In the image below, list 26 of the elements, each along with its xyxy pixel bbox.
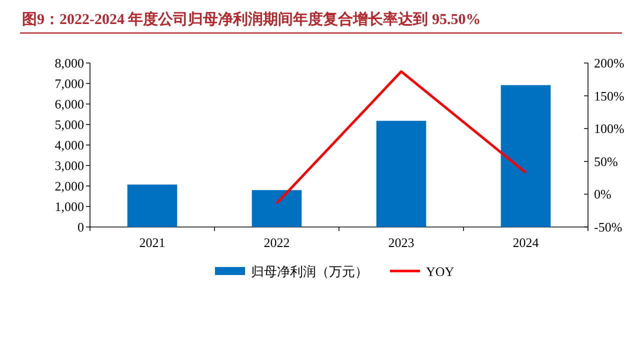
x-tick-label: 2021 [139,235,166,250]
y-tick-label: 4,000 [54,138,84,152]
y2-tick-label: 200% [594,56,624,70]
y2-tick-label: 100% [594,121,624,136]
legend-label: YOY [426,264,455,279]
y-tick-label: 3,000 [54,158,84,173]
y-tick-label: 1,000 [54,199,84,214]
x-tick-label: 2023 [388,235,414,250]
y-tick-label: 0 [78,220,84,234]
y-tick-label: 2,000 [54,178,84,194]
y-tick-label: 8,000 [54,56,84,70]
chart-title: 图9：2022-2024 年度公司归母净利润期间年度复合增长率达到 95.50% [22,10,481,28]
y-tick-label: 7,000 [54,76,84,91]
bar [500,85,551,227]
legend-label: 归母净利润（万元） [251,264,368,279]
bar [127,184,178,227]
y2-tick-label: 50% [594,154,618,169]
bar [376,120,426,227]
x-tick-label: 2022 [264,235,290,250]
y-tick-label: 6,000 [54,96,84,112]
bar [252,190,302,227]
y-tick-label: 5,000 [54,117,84,132]
y2-tick-label: 0% [594,186,612,202]
x-tick-label: 2024 [512,235,540,250]
y2-tick-label: -50% [594,220,622,234]
y2-tick-label: 150% [594,88,624,104]
